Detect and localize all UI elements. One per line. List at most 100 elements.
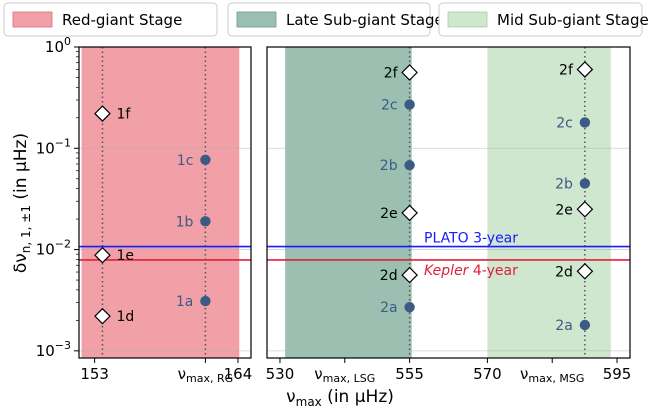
y-tick-base: 10 (36, 241, 55, 259)
legend-frame (3, 2, 218, 37)
data-point (404, 160, 415, 171)
y-tick-base: 10 (45, 38, 64, 56)
data-point (576, 262, 594, 280)
plato-label: PLATO 3-year (424, 231, 518, 247)
kepler-label-text: 4-year (468, 263, 518, 279)
data-label: 2a (380, 300, 398, 316)
data-label: 2b (380, 158, 398, 174)
data-point (401, 64, 418, 81)
data-point (401, 204, 418, 222)
legend-frame (227, 2, 431, 37)
legend-swatch (12, 11, 53, 28)
x-tick-label-main: 570 (473, 365, 502, 383)
x-tick-label-sub: max, LSG (323, 372, 376, 385)
kepler-label-italic: Kepler (424, 263, 470, 279)
x-tick-label: νmax, MSG (520, 365, 584, 385)
legend-item: Mid Sub-giant Stage (438, 2, 649, 37)
x-tick-label: 555 (395, 365, 424, 383)
data-label: 2c (556, 115, 573, 131)
y-tick-label: 10−2 (36, 238, 71, 259)
data-point (94, 246, 111, 264)
stage-band (81, 47, 240, 358)
x-tick-label-main: 153 (80, 365, 109, 383)
x-axis-title-sub: max (296, 395, 322, 409)
x-tick-label-main: 595 (603, 365, 632, 383)
legend-swatch (236, 11, 277, 28)
legend: Red-giant Stage Late Sub-giant Stage Mid S… (3, 2, 649, 37)
x-tick-label: νmax, RG (178, 365, 234, 385)
data-label: 1c (177, 153, 194, 169)
y-tick-exp: −3 (55, 339, 71, 352)
y-axis-title-unit: (in μHz) (11, 133, 31, 205)
x-tick-label-main: ν (520, 365, 528, 383)
kepler-label: Kepler 4-year (424, 263, 518, 279)
y-tick-label: 100 (45, 35, 71, 56)
x-axis-title-main: ν (286, 387, 296, 407)
data-point (401, 266, 418, 284)
y-axis-title-main: δν (11, 253, 31, 273)
y-tick-label: 10−3 (36, 339, 71, 360)
data-point (579, 319, 591, 331)
x-tick-label: νmax, LSG (314, 365, 375, 385)
x-tick-label-sub: max, RG (186, 372, 233, 385)
x-tick-label-main: ν (314, 365, 322, 383)
y-axis-title: δνn, 1, ±1 (in μHz) (11, 133, 33, 273)
data-label: 2c (381, 98, 398, 114)
x-tick-label: 153 (80, 365, 109, 383)
data-label: 1f (116, 107, 131, 123)
data-point (94, 105, 111, 122)
y-tick-base: 10 (36, 342, 55, 360)
data-point (200, 154, 211, 165)
x-axis-title-unit: (in μHz) (322, 387, 394, 407)
stage-band (487, 47, 611, 358)
x-tick-label-sub: max, MSG (528, 372, 584, 385)
x-tick-label-main: ν (178, 365, 186, 383)
data-label: 2f (384, 66, 399, 82)
y-tick-label: 10−1 (36, 136, 71, 157)
x-axis-title: νmax (in μHz) (286, 387, 394, 409)
data-point (200, 216, 211, 227)
data-label: 2d (380, 268, 398, 284)
legend-swatch (447, 11, 488, 28)
x-tick-label-main: 555 (395, 365, 424, 383)
data-point (200, 295, 211, 307)
data-label: 2f (559, 62, 574, 78)
legend-label: Red-giant Stage (62, 11, 182, 29)
data-point (404, 301, 415, 313)
x-tick-label-main: 164 (224, 365, 253, 383)
data-label: 1d (116, 309, 134, 325)
y-tick-exp: 0 (64, 35, 71, 48)
legend-label: Late Sub-giant Stage (286, 11, 444, 29)
x-tick-label: 164 (224, 365, 253, 383)
legend-frame (438, 2, 643, 37)
data-label: 1e (116, 248, 134, 264)
data-label: 2d (555, 264, 573, 280)
data-point (576, 200, 594, 218)
data-label: 2b (555, 176, 573, 192)
x-tick-label: 530 (266, 365, 295, 383)
data-point (579, 117, 591, 128)
legend-item: Red-giant Stage (3, 2, 218, 37)
y-tick-base: 10 (36, 139, 55, 157)
y-axis-title-sub: n, 1, ±1 (19, 205, 33, 253)
legend-item: Late Sub-giant Stage (227, 2, 444, 37)
y-tick-exp: −1 (55, 136, 71, 149)
data-label: 1b (176, 214, 194, 230)
data-point (576, 61, 594, 78)
data-label: 2a (555, 318, 573, 334)
data-label: 1a (176, 294, 194, 310)
data-label: 2e (555, 202, 573, 218)
axes-frame (266, 46, 631, 359)
data-label: 2e (380, 206, 398, 222)
x-tick-label: 570 (473, 365, 502, 383)
legend-label: Mid Sub-giant Stage (497, 11, 649, 29)
data-point (94, 307, 111, 325)
x-tick-label: 595 (603, 365, 632, 383)
data-point (404, 99, 415, 110)
stage-band (285, 47, 412, 358)
axes-frame (78, 46, 252, 359)
data-point (579, 178, 591, 189)
